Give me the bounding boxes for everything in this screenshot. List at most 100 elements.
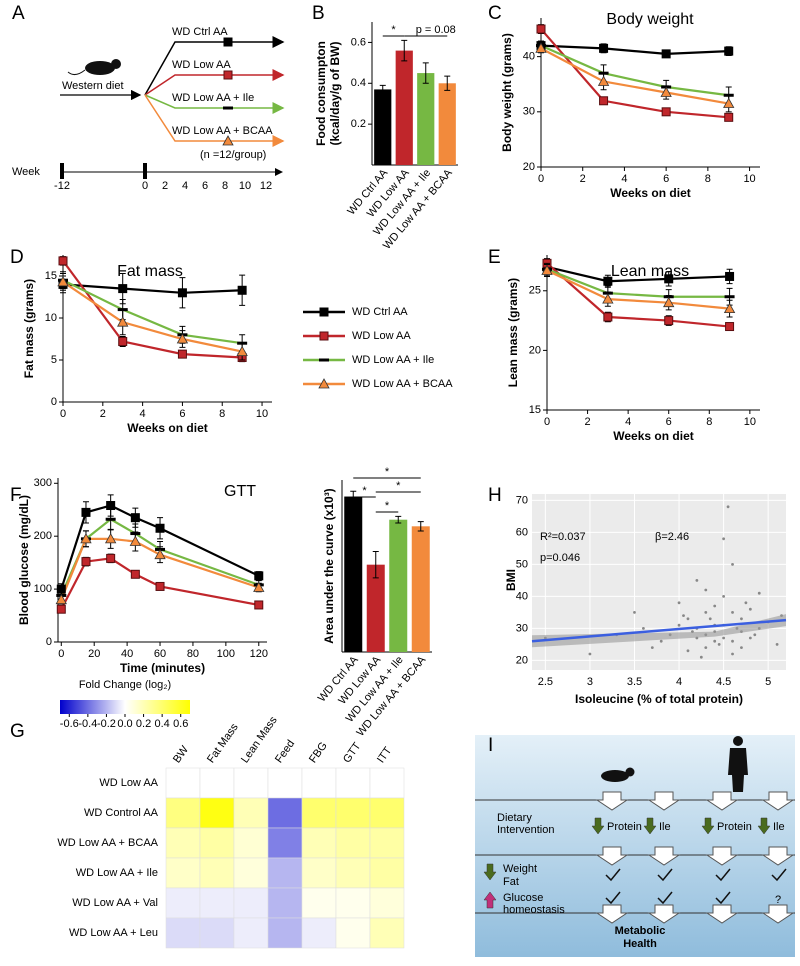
y-tick-label: 40 [516, 590, 528, 602]
column-label: Fat Mass [205, 721, 241, 765]
bar [366, 564, 385, 652]
point [699, 655, 703, 659]
x-tick-label: 4.5 [716, 676, 731, 688]
y-tick-label: 30 [523, 106, 535, 118]
arm-arrow [144, 94, 285, 114]
x-tick-label: 120 [250, 648, 268, 660]
arrow-up [483, 891, 497, 909]
marker [664, 274, 674, 284]
error-bar [422, 62, 429, 84]
axis-title: Week [12, 166, 40, 178]
heat-cell [233, 767, 269, 799]
series-line [62, 283, 243, 294]
point [704, 588, 708, 592]
x-tick-label: 60 [154, 648, 166, 660]
arm-arrow [144, 36, 285, 96]
y-tick-label: 100 [34, 583, 52, 595]
row-label: WD Low AA + Ile [76, 867, 158, 879]
marker [319, 331, 329, 341]
colorbar-tick-label: 0.0 [117, 718, 132, 730]
point [704, 646, 708, 649]
series-line [540, 44, 729, 55]
heat-cell [199, 827, 235, 859]
heat-cell [335, 767, 371, 799]
marker [725, 271, 735, 281]
colorbar-tick-label: -0.6 [60, 718, 79, 730]
error-bar [395, 515, 402, 524]
diagram-note: (n =12/group) [200, 149, 266, 161]
arm-label: WD Low AA + Ile [172, 92, 254, 104]
error-bar [379, 84, 386, 94]
check-mark [715, 868, 731, 882]
significance-label: * [396, 480, 401, 492]
panel-label: A [12, 3, 25, 24]
marker [725, 322, 735, 332]
heat-cell [199, 887, 235, 919]
row-label: WD Control AA [84, 807, 159, 819]
x-tick-label: 4 [676, 676, 682, 688]
marker [154, 548, 166, 560]
point [677, 623, 681, 627]
row-label: Intervention [497, 824, 554, 836]
row-label: WD Low AA + Leu [69, 927, 158, 939]
marker [155, 581, 165, 591]
x-tick-label: 10 [743, 173, 755, 185]
marker [106, 553, 116, 563]
bar [417, 73, 435, 165]
column-label: ITT [375, 745, 394, 766]
x-tick-label: 100 [217, 648, 235, 660]
marker [541, 264, 553, 275]
human-icon [728, 748, 748, 792]
heat-cell [233, 797, 269, 829]
significance-label: * [385, 466, 390, 478]
marker [724, 295, 735, 299]
y-axis-label: BMI [504, 569, 518, 591]
heat-cell [165, 827, 201, 859]
y-tick-label: 0.6 [351, 36, 366, 48]
flow-arrow [647, 791, 681, 811]
x-tick-label: 0 [544, 416, 550, 428]
legend-label: WD Low AA + BCAA [352, 378, 453, 390]
x-axis-label: Time (minutes) [120, 661, 205, 675]
column-label: BW [171, 743, 191, 765]
unknown-mark: ? [775, 894, 781, 906]
check-mark [657, 891, 673, 905]
point [722, 636, 726, 640]
heat-cell [369, 767, 405, 799]
colorbar-tick-label: 0.4 [154, 718, 169, 730]
point [731, 611, 734, 614]
mouse-icon [625, 767, 635, 777]
flow-arrow [647, 904, 681, 924]
result-label: Health [623, 938, 657, 950]
panel-label: F [10, 485, 22, 506]
x-tick-label: 0 [538, 173, 544, 185]
chart-title: Body weight [606, 11, 694, 28]
y-axis-label: Blood glucose (mg/dL) [17, 495, 31, 625]
flow-arrow [705, 904, 739, 924]
check-mark [657, 868, 673, 882]
flow-arrow [647, 846, 681, 866]
panel-label: I [488, 735, 493, 756]
y-tick-label: 50 [516, 558, 528, 570]
heat-cell [233, 887, 269, 919]
bar [395, 50, 413, 165]
marker [129, 535, 142, 546]
error-bar [444, 75, 451, 91]
y-tick-label: 15 [529, 404, 541, 416]
heat-cell [267, 827, 303, 859]
marker [237, 285, 247, 295]
heat-cell [267, 887, 303, 919]
human-icon [733, 736, 743, 746]
heat-cell [267, 767, 303, 799]
x-tick-label: 3.5 [627, 676, 642, 688]
x-tick-label: 20 [88, 648, 100, 660]
marker [602, 293, 614, 304]
y-axis-label: Area under the curve (x10³) [322, 488, 336, 643]
x-tick-label: 6 [179, 408, 185, 420]
mouse-icon [85, 61, 115, 75]
arrow-down [643, 817, 657, 835]
week-label: 0 [142, 180, 148, 192]
panel-label: B [312, 3, 325, 24]
x-tick-label: 3 [587, 676, 593, 688]
